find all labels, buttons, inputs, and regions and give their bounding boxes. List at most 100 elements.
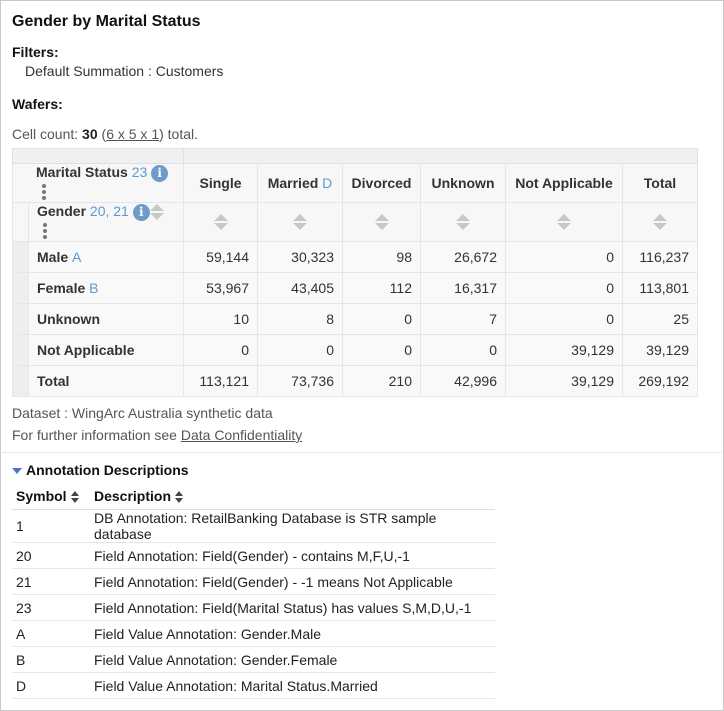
column-header[interactable]: Divorced <box>342 163 421 203</box>
cell-count-value: 30 <box>82 126 98 142</box>
table-cell: 8 <box>257 303 343 336</box>
sort-icon[interactable] <box>293 213 307 231</box>
row-header[interactable]: Not Applicable <box>28 334 184 367</box>
wafers-label: Wafers: <box>12 96 63 112</box>
table-cell: 39,129 <box>505 365 623 398</box>
column-strip <box>183 148 698 164</box>
table-cell: 269,192 <box>622 365 698 398</box>
table-row: Female B 53,967 43,405 112 16,317 0 113,801 <box>12 272 698 305</box>
sort-icon[interactable] <box>149 203 164 221</box>
sort-icon[interactable] <box>374 213 389 231</box>
sort-icon[interactable] <box>213 213 228 231</box>
annotation-description: DB Annotation: RetailBanking Database is… <box>90 509 495 543</box>
info-icon[interactable]: i <box>132 203 150 221</box>
cell-count-suffix: ) total. <box>159 126 199 142</box>
column-header[interactable]: Total <box>622 163 698 203</box>
column-header[interactable]: Single <box>183 163 258 203</box>
table-cell: 0 <box>505 272 623 305</box>
symbol-header[interactable]: Symbol <box>12 483 90 510</box>
table-cell: 16,317 <box>420 272 506 305</box>
annotation-heading: Annotation Descriptions <box>26 462 189 478</box>
row-header[interactable]: Female B <box>28 272 184 305</box>
table-row: Male A 59,144 30,323 98 26,672 0 116,237 <box>12 241 698 274</box>
row-header[interactable]: Total <box>28 365 184 398</box>
row-gutter <box>12 334 29 367</box>
annotation-description: Field Value Annotation: Gender.Male <box>90 620 495 647</box>
annotation-description: Field Annotation: Field(Gender) - -1 mea… <box>90 568 495 595</box>
triangle-down-icon <box>12 468 22 475</box>
corner-strip <box>12 148 184 164</box>
annotation-row: B Field Value Annotation: Gender.Female <box>12 646 495 673</box>
annotation-description: Field Value Annotation: Gender.Female <box>90 646 495 673</box>
sort-icon[interactable] <box>557 213 571 231</box>
annotation-symbol: 1 <box>12 509 90 543</box>
info-prefix: For further information see <box>12 427 181 443</box>
filters-label: Filters: <box>12 44 59 60</box>
row-annotation[interactable]: A <box>72 249 82 266</box>
divider <box>0 452 722 453</box>
row-gutter <box>12 365 29 398</box>
column-header[interactable]: Married D <box>257 163 343 203</box>
kebab-menu-icon[interactable] <box>42 182 48 202</box>
table-cell: 7 <box>420 303 506 336</box>
row-gutter <box>12 303 29 336</box>
info-icon[interactable]: i <box>151 164 169 182</box>
annotation-symbol: 23 <box>12 594 90 621</box>
table-cell: 30,323 <box>257 241 343 274</box>
table-row: Total 113,121 73,736 210 42,996 39,129 269,19… <box>12 365 698 398</box>
column-header[interactable]: Unknown <box>420 163 506 203</box>
row-field-annotation[interactable]: 20, 21 <box>89 202 129 219</box>
table-cell: 0 <box>505 303 623 336</box>
table-cell: 53,967 <box>183 272 258 305</box>
annotation-row: 23 Field Annotation: Field(Marital Status… <box>12 594 495 621</box>
column-header[interactable]: Not Applicable <box>505 163 623 203</box>
table-cell: 43,405 <box>257 272 343 305</box>
table-cell: 59,144 <box>183 241 258 274</box>
table-cell: 73,736 <box>257 365 343 398</box>
annotation-symbol: D <box>12 672 90 699</box>
annotation-row: 20 Field Annotation: Field(Gender) - cont… <box>12 542 495 569</box>
cell-dims-link[interactable]: 6 x 5 x 1 <box>106 126 160 142</box>
table-cell: 39,129 <box>622 334 698 367</box>
annotation-symbol: A <box>12 620 90 647</box>
annotation-symbol: 20 <box>12 542 90 569</box>
table-cell: 116,237 <box>622 241 698 274</box>
data-confidentiality-link[interactable]: Data Confidentiality <box>180 427 303 443</box>
dataset-text: Dataset : WingArc Australia synthetic da… <box>12 405 273 421</box>
info-text: For further information see Data Confide… <box>12 427 302 443</box>
description-header[interactable]: Description <box>90 483 495 510</box>
cell-count-prefix: Cell count: <box>12 126 83 142</box>
row-header[interactable]: Male A <box>28 241 184 274</box>
table-cell: 39,129 <box>505 334 623 367</box>
table-row: Not Applicable 0 0 0 0 39,129 39,129 <box>12 334 698 367</box>
row-field-header: Gender 20, 21 i <box>28 201 184 243</box>
table-cell: 113,121 <box>183 365 258 398</box>
table-cell: 98 <box>342 241 421 274</box>
table-cell: 113,801 <box>622 272 698 305</box>
kebab-menu-icon[interactable] <box>43 221 49 241</box>
table-cell: 25 <box>622 303 698 336</box>
row-annotation[interactable]: B <box>89 280 99 297</box>
cell-count: Cell count: 30 (6 x 5 x 1) total. <box>12 126 198 142</box>
row-gutter <box>12 241 29 274</box>
table-cell: 0 <box>257 334 343 367</box>
table-cell: 210 <box>342 365 421 398</box>
sort-icon[interactable] <box>456 213 470 231</box>
row-header[interactable]: Unknown <box>28 303 184 336</box>
sort-icon[interactable] <box>175 491 184 504</box>
table-cell: 0 <box>505 241 623 274</box>
sort-icon[interactable] <box>70 491 79 504</box>
row-gutter <box>12 272 29 305</box>
annotation-table: Symbol Description 1 DB Annotation: Retai… <box>12 483 495 699</box>
annotation-symbol: B <box>12 646 90 673</box>
annotation-row: D Field Value Annotation: Marital Status.… <box>12 672 495 699</box>
column-field-annotation[interactable]: 23 <box>131 164 148 180</box>
table-cell: 26,672 <box>420 241 506 274</box>
annotation-toggle[interactable]: Annotation Descriptions <box>12 462 189 478</box>
table-cell: 112 <box>342 272 421 305</box>
annotation-row: A Field Value Annotation: Gender.Male <box>12 620 495 647</box>
table-cell: 0 <box>342 303 421 336</box>
sort-icon[interactable] <box>653 213 667 231</box>
table-cell: 0 <box>183 334 258 367</box>
column-annotation[interactable]: D <box>322 174 333 191</box>
